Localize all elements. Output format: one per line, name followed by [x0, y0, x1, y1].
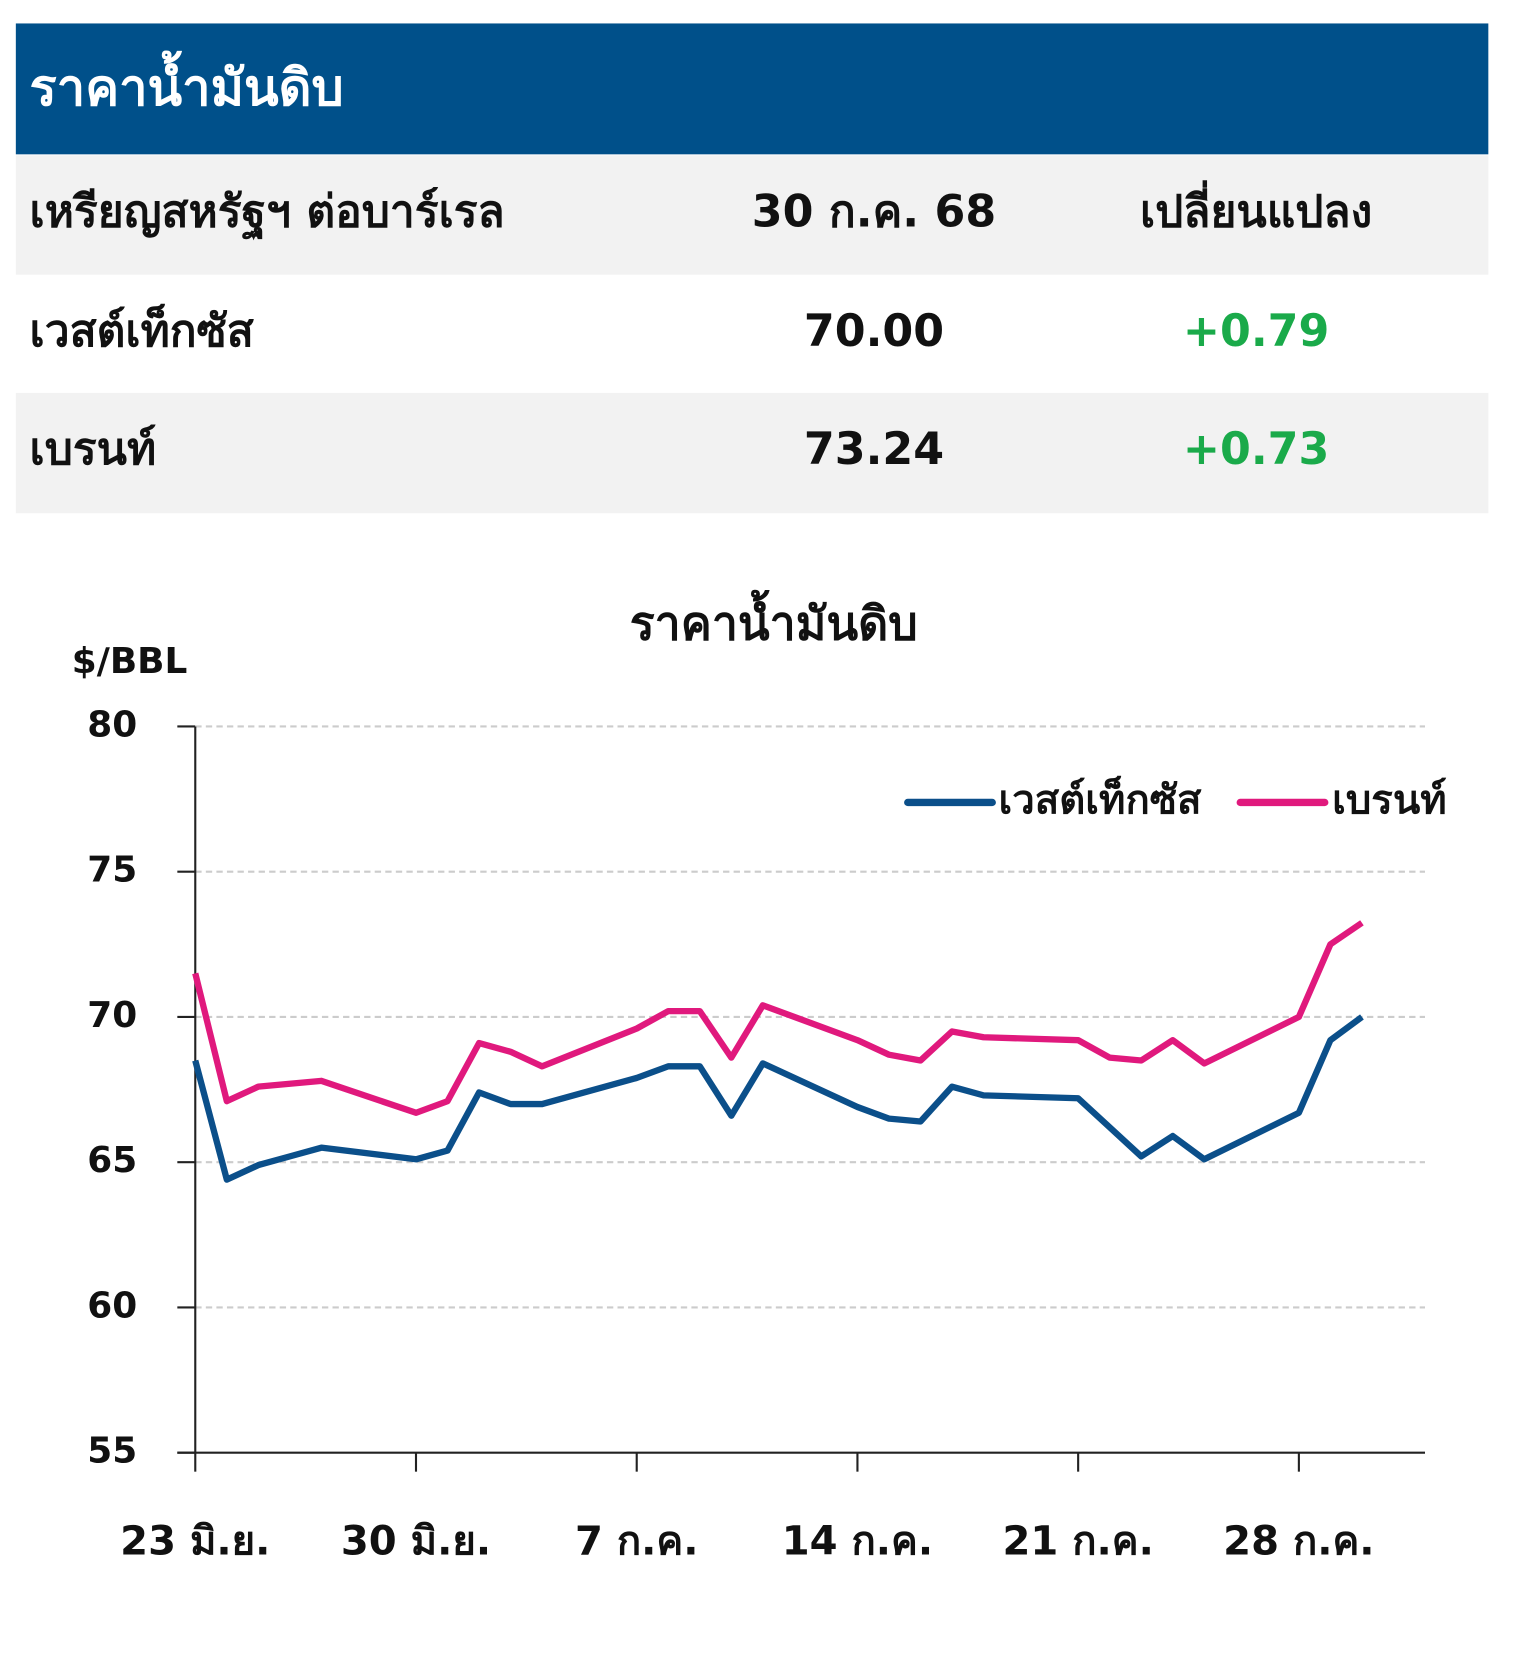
y-tick-label: 60 — [87, 1285, 137, 1326]
y-tick-label: 65 — [87, 1140, 137, 1181]
change: +0.73 — [1183, 424, 1330, 475]
legend-label: เบรนท์ — [1332, 777, 1447, 823]
x-tick-label: 21 ก.ค. — [1002, 1518, 1153, 1564]
price: 70.00 — [804, 306, 944, 357]
column-header: เปลี่ยนแปลง — [1140, 180, 1372, 238]
x-tick-label: 28 ก.ค. — [1223, 1518, 1374, 1564]
line-series — [192, 1014, 1364, 1183]
row-label: เวสต์เท็กซัส — [30, 303, 255, 357]
column-header: เหรียญสหรัฐฯ ต่อบาร์เรล — [30, 187, 505, 241]
chart-title: ราคาน้ำมันดิบ — [630, 590, 918, 651]
x-tick-label: 23 มิ.ย. — [120, 1518, 270, 1564]
y-tick-label: 80 — [87, 704, 137, 745]
header-bar — [15, 23, 1489, 155]
x-tick-label: 14 ก.ค. — [782, 1518, 933, 1564]
y-tick-label: 70 — [87, 995, 137, 1036]
row-label: เบรนท์ — [30, 424, 157, 475]
table-header-row — [15, 155, 1489, 275]
line-series — [192, 920, 1364, 1116]
y-tick-label: 55 — [87, 1431, 137, 1472]
x-tick-label: 7 ก.ค. — [575, 1518, 698, 1564]
column-header: 30 ก.ค. 68 — [752, 187, 996, 238]
header-title: ราคาน้ำมันดิบ — [30, 50, 344, 117]
price: 73.24 — [804, 424, 944, 475]
x-tick-label: 30 มิ.ย. — [341, 1518, 491, 1564]
table-row — [15, 392, 1489, 514]
y-axis-label: $/BBL — [72, 641, 188, 682]
legend-label: เวสต์เท็กซัส — [999, 774, 1202, 823]
y-tick-label: 75 — [87, 850, 137, 891]
change: +0.79 — [1183, 306, 1330, 357]
